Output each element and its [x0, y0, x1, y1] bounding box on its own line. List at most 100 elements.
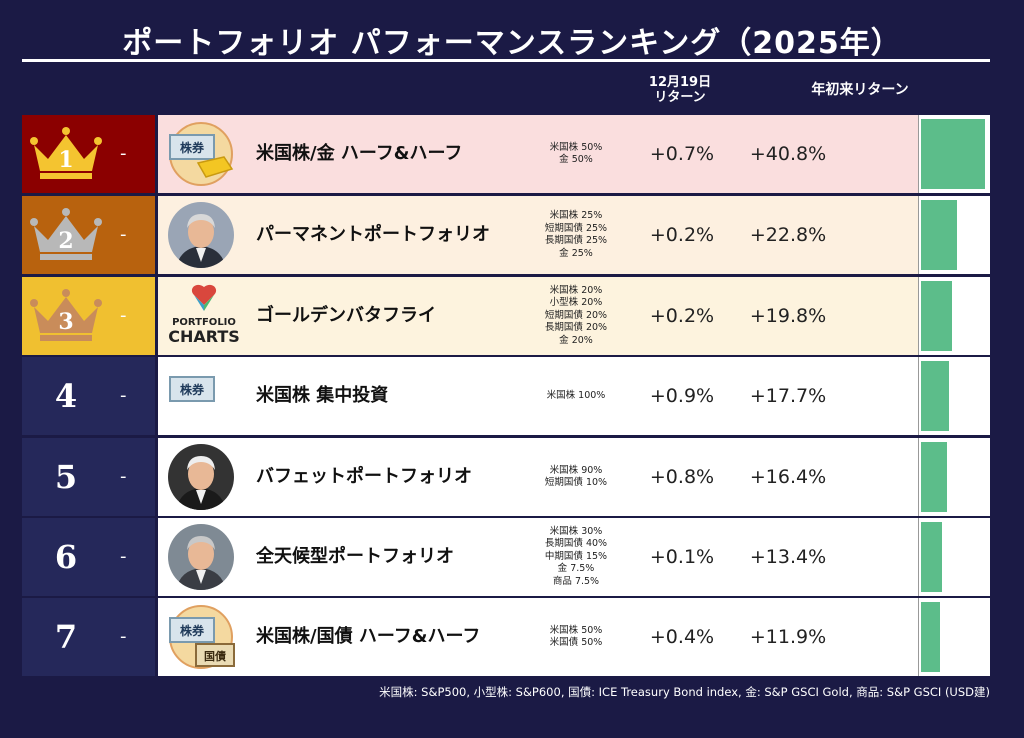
title-divider — [22, 59, 990, 62]
allocation-item: 中期国債 15% — [544, 550, 608, 562]
allocation-item: 米国株 50% — [549, 624, 603, 636]
rank-change-indicator: - — [120, 626, 127, 647]
allocation-item: 長期国債 40% — [544, 538, 608, 550]
allocation-item: 金 25% — [559, 247, 593, 259]
portfolio-info: バフェットポートフォリオ 米国株 90% 短期国債 10% +0.8% +16.4% — [158, 438, 918, 516]
ranking-row: 4- 株券 米国株 集中投資 米国株 100% +0.9% +17.7% — [22, 357, 990, 435]
stock-certificate-icon: 株券 — [164, 363, 240, 429]
allocation-list: 米国株 25% 短期国債 25% 長期国債 25% 金 25% — [536, 196, 616, 274]
rank-cell: 4- — [22, 357, 155, 435]
rank-number: 4 — [54, 377, 78, 415]
logo-text-portfolio: PORTFOLIO — [172, 317, 236, 328]
portfolio-info: パーマネントポートフォリオ 米国株 25% 短期国債 25% 長期国債 25% 金 25… — [158, 196, 918, 274]
allocation-item: 金 50% — [559, 154, 593, 165]
rank-change-indicator: - — [120, 224, 127, 245]
daily-return: +0.9% — [649, 385, 715, 407]
ytd-bar — [921, 119, 985, 189]
rank-number: 5 — [54, 458, 78, 496]
rank-cell: 6- — [22, 518, 155, 596]
svg-text:国債: 国債 — [204, 649, 226, 663]
ytd-bar — [921, 602, 940, 672]
allocation-item: 長期国債 20% — [544, 322, 608, 334]
bar-axis-line — [918, 598, 919, 676]
ranking-row: 1- 株券 米国株/金 ハーフ&ハーフ 米国株 50% 金 50% +0.7% +40.8% — [22, 115, 990, 193]
portfolio-charts-logo: PORTFOLIO CHARTS — [164, 283, 244, 349]
person-portrait-icon — [168, 444, 234, 510]
ranking-row: 3- PORTFOLIO CHARTS ゴールデンバタフライ 米国株 20% 小型株 20… — [22, 277, 990, 355]
allocation-item: 米国株 25% — [549, 210, 603, 221]
daily-return: +0.8% — [649, 466, 715, 488]
rank-change-indicator: - — [120, 305, 127, 326]
daily-return: +0.1% — [649, 546, 715, 568]
ytd-bar — [921, 442, 947, 512]
ytd-return: +22.8% — [749, 224, 827, 246]
allocation-item: 商品 7.5% — [552, 575, 600, 587]
allocation-item: 米国株 100% — [546, 389, 606, 401]
ytd-bar — [921, 200, 957, 270]
allocation-item: 小型株 20% — [549, 297, 603, 309]
bar-axis-line — [918, 357, 919, 435]
bar-axis-line — [918, 196, 919, 274]
crown-icon — [28, 125, 104, 181]
allocation-item: 米国株 90% — [549, 464, 603, 476]
logo-text-charts: CHARTS — [168, 327, 240, 346]
rank-number: 3 — [58, 309, 74, 335]
daily-header-date: 12月19日 — [648, 75, 712, 90]
allocation-item: 短期国債 10% — [544, 477, 608, 488]
rank-number: 2 — [58, 228, 74, 254]
ytd-bar-cell — [918, 115, 990, 193]
allocation-item: 米国債 50% — [549, 637, 603, 648]
portfolio-info: 全天候型ポートフォリオ 米国株 30% 長期国債 40% 中期国債 15% 金 7.5%… — [158, 518, 918, 596]
ytd-return: +19.8% — [749, 305, 827, 327]
ytd-bar — [921, 361, 949, 431]
daily-return: +0.4% — [649, 626, 715, 648]
footnote: 米国株: S&P500, 小型株: S&P600, 国債: ICE Treasu… — [379, 685, 990, 699]
portfolio-name: ゴールデンバタフライ — [256, 305, 436, 326]
ytd-return: +13.4% — [749, 546, 827, 568]
svg-text:株券: 株券 — [180, 382, 205, 397]
allocation-list: 米国株 90% 短期国債 10% — [536, 438, 616, 516]
ytd-return: +40.8% — [749, 143, 827, 165]
person-portrait-icon — [168, 202, 234, 268]
ytd-return-header: 年初来リターン — [811, 82, 909, 98]
allocation-item: 米国株 50% — [549, 141, 603, 153]
stock-gold-icon: 株券 — [164, 121, 240, 187]
allocation-item: 米国株 20% — [549, 284, 603, 296]
ytd-return: +16.4% — [749, 466, 827, 488]
portfolio-info: 株券 米国株 集中投資 米国株 100% +0.9% +17.7% — [158, 357, 918, 435]
allocation-list: 米国株 20% 小型株 20% 短期国債 20% 長期国債 20% 金 20% — [536, 277, 616, 355]
daily-return: +0.2% — [649, 305, 715, 327]
rank-number: 1 — [58, 147, 74, 173]
daily-header-label: リターン — [654, 90, 706, 105]
rank-cell: 7- — [22, 598, 155, 676]
ranking-row: 7- 株券 国債 米国株/国債 ハーフ&ハーフ 米国株 50% 米国債 50% +0.4% +… — [22, 598, 990, 676]
rank-change-indicator: - — [120, 143, 127, 164]
allocation-item: 米国株 30% — [549, 525, 603, 537]
bar-axis-line — [918, 518, 919, 596]
ytd-bar-cell — [918, 196, 990, 274]
rank-cell: 1- — [22, 115, 155, 193]
bar-axis-line — [918, 115, 919, 193]
allocation-item: 金 20% — [559, 334, 593, 346]
portfolio-name: 全天候型ポートフォリオ — [256, 546, 454, 567]
svg-text:株券: 株券 — [180, 140, 205, 155]
rank-change-indicator: - — [120, 546, 127, 567]
ytd-bar-cell — [918, 357, 990, 435]
ytd-bar-cell — [918, 277, 990, 355]
ytd-bar-cell — [918, 438, 990, 516]
portfolio-info: 株券 国債 米国株/国債 ハーフ&ハーフ 米国株 50% 米国債 50% +0.4% +11… — [158, 598, 918, 676]
allocation-list: 米国株 50% 米国債 50% — [536, 598, 616, 676]
ranking-row: 2 - パーマネントポートフォリオ 米国株 25% 短期国債 25% 長期国債 25% 金 … — [22, 196, 990, 274]
ytd-bar — [921, 281, 952, 351]
portfolio-info: PORTFOLIO CHARTS ゴールデンバタフライ 米国株 20% 小型株 20% 短… — [158, 277, 918, 355]
portfolio-name: 米国株/国債 ハーフ&ハーフ — [256, 626, 481, 647]
ranking-row: 6- 全天候型ポートフォリオ 米国株 30% 長期国債 40% 中期国債 15% 金 7.… — [22, 518, 990, 596]
rank-number: 7 — [54, 618, 78, 656]
rank-cell: 3- — [22, 277, 155, 355]
ytd-bar-cell — [918, 598, 990, 676]
svg-text:株券: 株券 — [180, 623, 205, 638]
rank-cell: 5- — [22, 438, 155, 516]
daily-return-header: 12月19日 リターン — [640, 75, 720, 105]
portfolio-name: パーマネントポートフォリオ — [256, 224, 490, 245]
allocation-list: 米国株 50% 金 50% — [536, 115, 616, 193]
